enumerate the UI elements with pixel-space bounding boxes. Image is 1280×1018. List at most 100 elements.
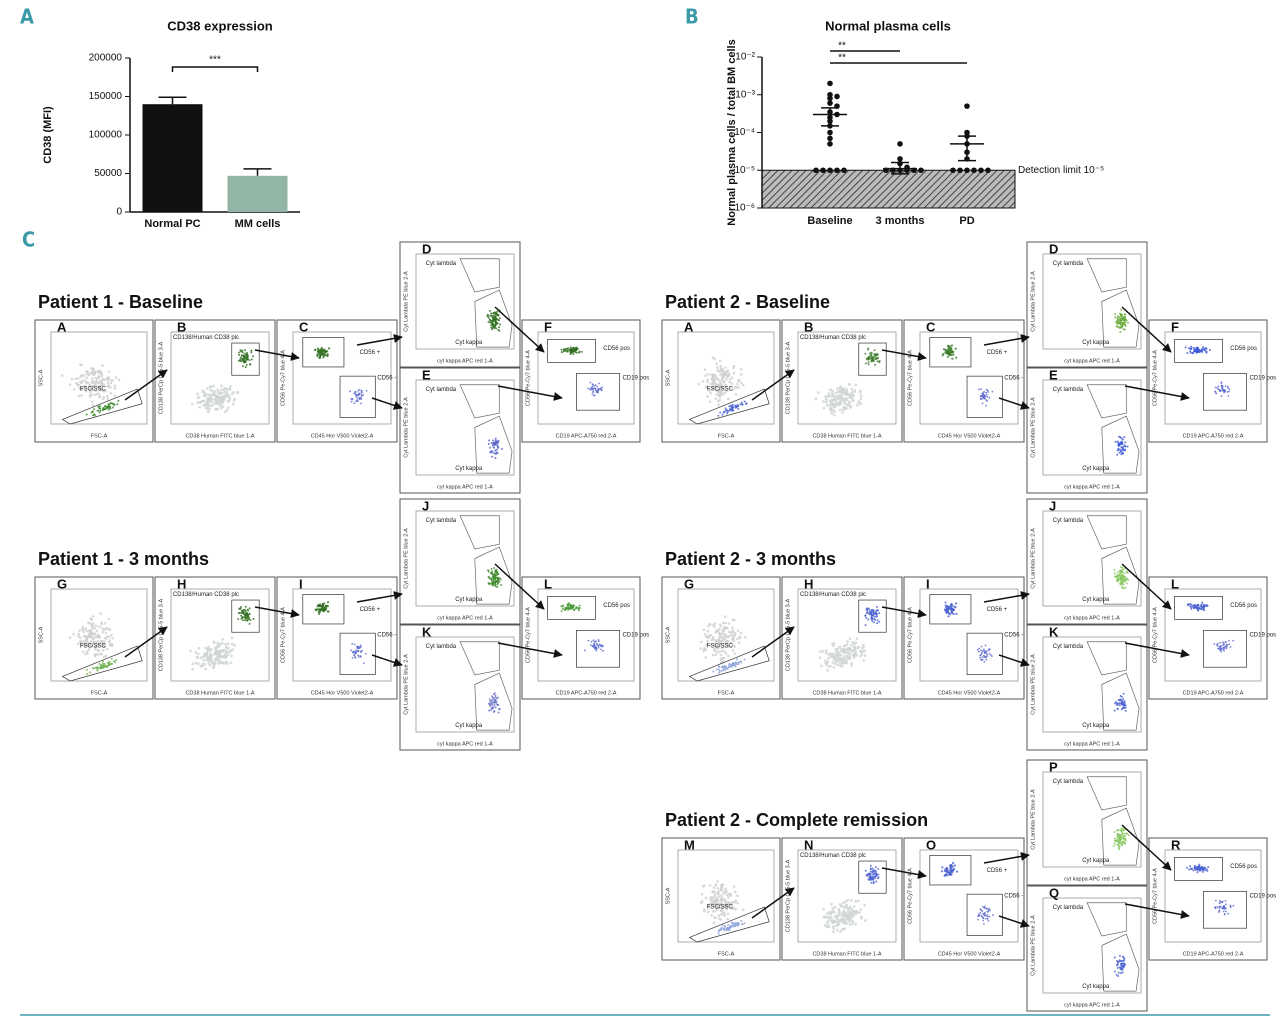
event-dot xyxy=(1119,448,1122,451)
event-dot xyxy=(1122,583,1125,586)
event-dot xyxy=(568,607,571,610)
event-dot xyxy=(501,447,504,450)
event-dot xyxy=(987,391,989,393)
event-dot xyxy=(984,651,987,653)
y-axis-label: Cyt Lambda PE blue 2-A xyxy=(403,528,409,589)
event-dot xyxy=(826,915,830,919)
event-dot xyxy=(206,397,210,401)
event-dot xyxy=(350,400,353,403)
event-dot xyxy=(252,355,255,358)
x-axis-label: FSC-A xyxy=(91,433,108,439)
event-dot xyxy=(719,381,722,384)
gate xyxy=(61,388,143,425)
gate xyxy=(1101,289,1140,348)
event-dot xyxy=(704,374,707,377)
event-dot xyxy=(1120,827,1123,830)
event-dot xyxy=(204,392,208,396)
event-dot xyxy=(571,348,574,351)
event-dot xyxy=(352,651,355,654)
event-dot xyxy=(93,413,96,416)
event-dot xyxy=(93,647,97,651)
event-dot xyxy=(191,662,195,666)
gating-arrow xyxy=(356,333,403,346)
gate-label: Cyt lambda xyxy=(1053,261,1084,267)
event-dot xyxy=(230,642,234,646)
event-dot xyxy=(700,640,703,644)
event-dot xyxy=(1204,346,1207,349)
event-dot xyxy=(871,617,874,620)
event-dot xyxy=(726,639,730,643)
event-dot xyxy=(102,643,106,646)
data-point xyxy=(820,167,826,174)
event-dot xyxy=(592,389,594,391)
event-dot xyxy=(206,410,210,413)
event-dot xyxy=(848,395,852,399)
event-dot xyxy=(947,612,951,615)
event-dot xyxy=(986,400,988,402)
event-dot xyxy=(105,394,109,398)
event-dot xyxy=(706,629,710,633)
event-dot xyxy=(728,663,731,666)
event-dot xyxy=(844,912,848,915)
event-dot xyxy=(706,372,710,376)
event-dot xyxy=(854,641,858,645)
event-dot xyxy=(726,389,729,392)
event-dot xyxy=(578,606,581,609)
event-dot xyxy=(708,644,712,647)
event-dot xyxy=(578,604,581,607)
event-dot xyxy=(977,650,980,653)
event-dot xyxy=(240,612,243,615)
event-dot xyxy=(1190,345,1193,348)
event-dot xyxy=(1121,971,1124,974)
event-dot xyxy=(824,395,828,398)
event-dot xyxy=(740,367,743,371)
event-dot xyxy=(825,404,829,407)
event-dot xyxy=(1118,959,1121,962)
event-dot xyxy=(1222,389,1224,392)
event-dot xyxy=(318,612,321,615)
event-dot xyxy=(865,874,868,877)
event-dot xyxy=(490,314,493,317)
event-dot xyxy=(727,923,730,926)
gating-arrow xyxy=(494,563,545,610)
event-dot xyxy=(845,398,848,402)
event-dot xyxy=(714,639,717,642)
event-dot xyxy=(560,609,563,612)
event-dot xyxy=(949,869,952,872)
event-dot xyxy=(233,397,236,401)
event-dot xyxy=(68,383,72,386)
event-dot xyxy=(983,911,986,914)
event-dot xyxy=(1119,971,1122,974)
event-dot xyxy=(845,921,849,925)
event-dot xyxy=(114,376,118,379)
event-dot xyxy=(737,405,740,408)
event-dot xyxy=(850,643,854,647)
event-dot xyxy=(102,666,105,669)
plot-frame xyxy=(1026,759,1148,886)
event-dot xyxy=(324,604,327,608)
event-dot xyxy=(878,359,881,362)
event-dot xyxy=(869,873,872,876)
data-point xyxy=(897,141,903,147)
event-dot xyxy=(92,637,96,640)
event-dot xyxy=(1120,442,1123,445)
event-dot xyxy=(737,386,740,389)
event-dot xyxy=(1114,312,1117,315)
event-dot xyxy=(719,918,722,921)
event-dot xyxy=(818,656,822,660)
event-dot xyxy=(717,668,720,671)
plot-letter: B xyxy=(177,319,186,334)
event-dot xyxy=(1118,845,1121,848)
plot-letter: K xyxy=(1049,624,1059,639)
event-dot xyxy=(706,910,710,914)
event-dot xyxy=(1222,644,1225,647)
event-dot xyxy=(218,643,221,647)
event-dot xyxy=(952,612,955,615)
detection-label: Detection limit 10⁻⁵ xyxy=(1018,165,1104,176)
event-dot xyxy=(705,636,709,639)
event-dot xyxy=(716,639,720,643)
event-dot xyxy=(1198,863,1201,866)
event-dot xyxy=(249,363,252,366)
event-dot xyxy=(869,868,872,871)
